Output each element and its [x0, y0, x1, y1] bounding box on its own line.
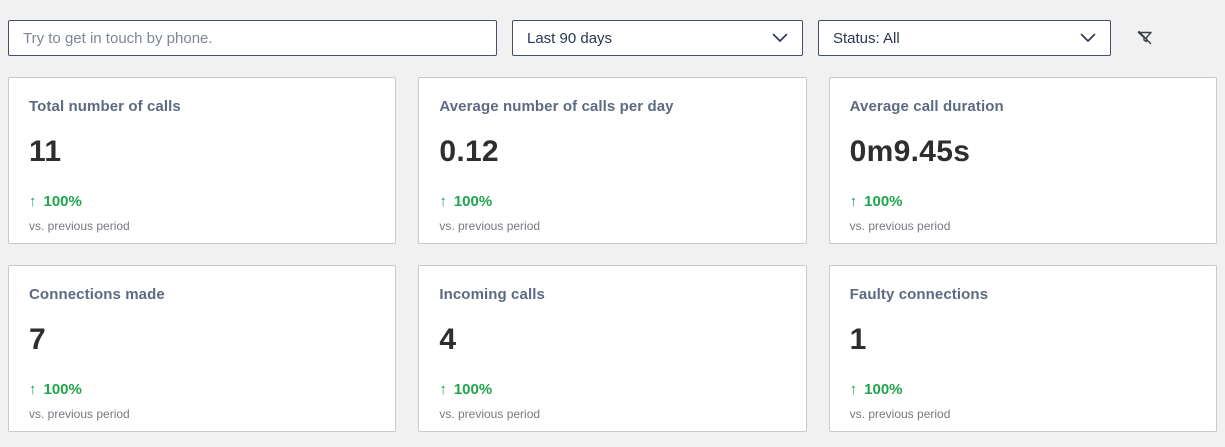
stat-card-change-value: 100% — [453, 193, 493, 210]
stat-card-title: Incoming calls — [439, 286, 545, 303]
stat-card-change-value: 100% — [864, 381, 903, 398]
stat-card-title: Faulty connections — [849, 286, 989, 303]
stats-grid: Total number of calls 11 ↑ 100% vs. prev… — [0, 56, 1225, 432]
stat-card-title: Total number of calls — [29, 98, 181, 115]
stat-card-title: Average number of calls per day — [439, 98, 674, 115]
status-value: Status: All — [833, 29, 900, 47]
stat-card-avg-call-duration: Average call duration 0m9.45s ↑ 100% vs.… — [828, 77, 1217, 244]
stat-card-total-calls: Total number of calls 11 ↑ 100% vs. prev… — [8, 77, 397, 244]
phone-search-input[interactable] — [8, 20, 497, 56]
chevron-down-icon — [772, 33, 788, 43]
chevron-down-icon — [1080, 33, 1096, 43]
clear-filters-button[interactable] — [1133, 25, 1159, 51]
stat-card-change-value: 100% — [864, 193, 903, 210]
stat-card-change: ↑ 100% — [850, 193, 1196, 210]
stat-card-change-value: 100% — [453, 381, 493, 398]
trend-up-arrow-icon: ↑ — [29, 193, 37, 210]
stat-card-value: 4 — [439, 323, 457, 356]
stat-card-compare-label: vs. previous period — [29, 407, 130, 421]
trend-up-arrow-icon: ↑ — [439, 193, 447, 210]
trend-up-arrow-icon: ↑ — [849, 193, 858, 210]
stat-card-change: ↑ 100% — [439, 193, 785, 210]
stat-card-change: ↑ 100% — [439, 381, 785, 398]
stat-card-connections-made: Connections made 7 ↑ 100% vs. previous p… — [8, 265, 397, 432]
stat-card-change-value: 100% — [43, 381, 82, 398]
date-range-value: Last 90 days — [527, 29, 613, 47]
status-dropdown[interactable]: Status: All — [818, 20, 1111, 56]
date-range-dropdown[interactable]: Last 90 days — [512, 20, 803, 56]
stat-card-change: ↑ 100% — [29, 193, 375, 210]
stat-card-compare-label: vs. previous period — [439, 219, 541, 233]
stat-card-value: 1 — [849, 323, 867, 356]
stat-card-value: 0.12 — [439, 135, 499, 168]
stat-card-change: ↑ 100% — [850, 381, 1196, 398]
clear-filter-icon — [1135, 27, 1157, 49]
stat-card-title: Connections made — [29, 286, 165, 303]
trend-up-arrow-icon: ↑ — [439, 381, 447, 398]
stat-card-incoming-calls: Incoming calls 4 ↑ 100% vs. previous per… — [418, 265, 807, 432]
stat-card-change-value: 100% — [43, 193, 82, 210]
trend-up-arrow-icon: ↑ — [29, 381, 37, 398]
stat-card-compare-label: vs. previous period — [29, 219, 130, 233]
stat-card-compare-label: vs. previous period — [849, 219, 951, 233]
stat-card-title: Average call duration — [849, 98, 1004, 115]
stat-card-faulty-connections: Faulty connections 1 ↑ 100% vs. previous… — [828, 265, 1217, 432]
stat-card-change: ↑ 100% — [29, 381, 375, 398]
filter-toolbar: Last 90 days Status: All — [0, 0, 1225, 56]
stat-card-avg-calls-per-day: Average number of calls per day 0.12 ↑ 1… — [418, 77, 807, 244]
stat-card-compare-label: vs. previous period — [439, 407, 541, 421]
stat-card-value: 7 — [29, 323, 46, 356]
stat-card-value: 11 — [29, 135, 62, 168]
trend-up-arrow-icon: ↑ — [849, 381, 858, 398]
stat-card-compare-label: vs. previous period — [849, 407, 951, 421]
stat-card-value: 0m9.45s — [849, 135, 971, 168]
